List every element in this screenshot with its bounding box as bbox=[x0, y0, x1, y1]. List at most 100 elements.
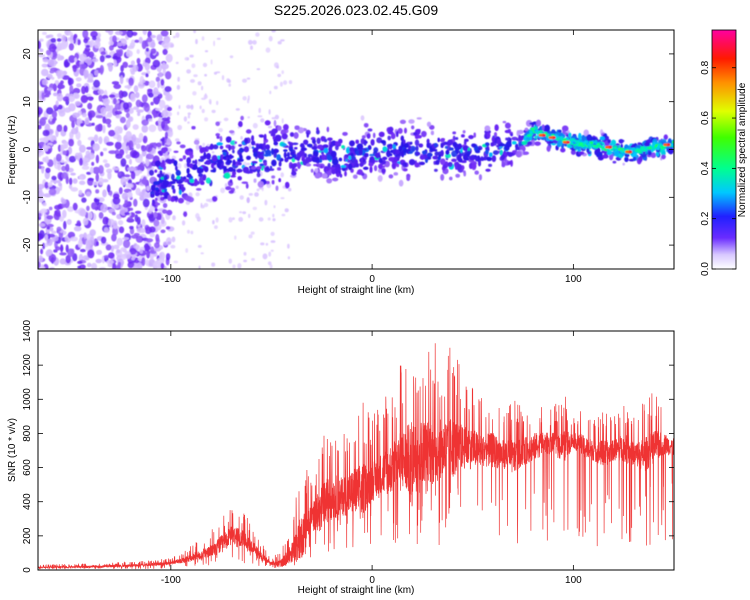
heatmap-cell bbox=[276, 154, 281, 161]
heatmap-cell bbox=[59, 258, 66, 265]
heatmap-cell bbox=[172, 188, 176, 194]
heatmap-cell bbox=[80, 95, 89, 103]
heatmap-cell bbox=[39, 161, 44, 165]
heatmap-cell bbox=[237, 263, 242, 269]
snr-y-tick-label: 1000 bbox=[22, 388, 33, 411]
heatmap-cell bbox=[250, 231, 255, 235]
heatmap-cell bbox=[186, 174, 192, 178]
heatmap-cell bbox=[452, 131, 457, 135]
heatmap-cell bbox=[264, 199, 268, 206]
heatmap-cell bbox=[246, 197, 250, 204]
heatmap-cell bbox=[57, 162, 61, 171]
heatmap-cell bbox=[644, 142, 650, 147]
heatmap-cell bbox=[331, 168, 336, 175]
heatmap-cell bbox=[534, 141, 541, 146]
heatmap-cell bbox=[116, 237, 123, 246]
heatmap-cell bbox=[235, 185, 239, 189]
heatmap-cell bbox=[494, 132, 497, 138]
heatmap-cell bbox=[504, 145, 510, 151]
heatmap-cell bbox=[63, 125, 68, 133]
heatmap-cell bbox=[281, 143, 287, 147]
heatmap-cell bbox=[56, 33, 62, 38]
heatmap-cell bbox=[408, 151, 413, 154]
heatmap-cell bbox=[332, 177, 339, 182]
heatmap-cell bbox=[85, 191, 91, 197]
heatmap-cell bbox=[87, 136, 96, 141]
heatmap-cell bbox=[265, 149, 272, 156]
heatmap-cell bbox=[54, 204, 62, 210]
heatmap-cell bbox=[99, 55, 105, 63]
heatmap-cell bbox=[364, 140, 368, 144]
spectrogram-heatmap bbox=[38, 30, 674, 269]
heatmap-cell bbox=[501, 162, 506, 168]
heatmap-cell bbox=[186, 104, 191, 109]
colorbar-tick-label: 0.8 bbox=[700, 60, 711, 74]
heatmap-cell bbox=[120, 247, 127, 252]
heatmap-cell bbox=[190, 182, 195, 186]
spectrogram-x-tick-label: -100 bbox=[161, 274, 181, 285]
heatmap-cell bbox=[401, 141, 404, 148]
heatmap-cell bbox=[283, 151, 287, 159]
heatmap-cell bbox=[44, 156, 49, 164]
heatmap-cell bbox=[491, 155, 497, 163]
heatmap-cell bbox=[200, 202, 203, 207]
heatmap-cell bbox=[56, 38, 62, 42]
heatmap-cell bbox=[445, 150, 450, 155]
heatmap-cell bbox=[380, 140, 386, 144]
heatmap-cell bbox=[143, 192, 152, 199]
heatmap-cell bbox=[160, 79, 165, 86]
heatmap-cell bbox=[93, 40, 101, 49]
heatmap-cell bbox=[56, 180, 61, 184]
heatmap-cell bbox=[330, 150, 337, 158]
heatmap-cell bbox=[376, 137, 383, 144]
heatmap-cell bbox=[243, 146, 249, 153]
heatmap-cell bbox=[47, 87, 54, 91]
heatmap-cell bbox=[153, 181, 160, 186]
heatmap-cell bbox=[189, 163, 194, 169]
heatmap-cell bbox=[165, 53, 173, 63]
heatmap-cell bbox=[112, 227, 119, 236]
heatmap-cell bbox=[157, 80, 161, 89]
heatmap-cell bbox=[85, 44, 91, 48]
heatmap-cell bbox=[115, 114, 122, 119]
heatmap-cell bbox=[149, 252, 154, 260]
heatmap-cell bbox=[538, 133, 543, 137]
heatmap-cell bbox=[186, 167, 190, 174]
heatmap-cell bbox=[650, 152, 657, 158]
heatmap-cell bbox=[175, 165, 178, 171]
heatmap-cell bbox=[408, 159, 416, 166]
heatmap-cell bbox=[38, 255, 43, 263]
heatmap-cell bbox=[38, 191, 45, 198]
heatmap-cell bbox=[212, 220, 215, 225]
heatmap-cell bbox=[91, 58, 99, 63]
heatmap-cell bbox=[106, 184, 111, 193]
heatmap-cell bbox=[293, 132, 299, 139]
heatmap-cell bbox=[395, 130, 399, 138]
heatmap-cell bbox=[49, 69, 55, 74]
heatmap-cell bbox=[135, 143, 141, 150]
heatmap-cell bbox=[195, 192, 200, 197]
spectrogram-y-tick-label: 0 bbox=[22, 146, 33, 152]
heatmap-cell bbox=[61, 144, 69, 149]
heatmap-cell bbox=[566, 130, 570, 134]
heatmap-cell bbox=[197, 81, 202, 86]
heatmap-cell bbox=[153, 261, 160, 269]
heatmap-cell bbox=[273, 151, 278, 158]
heatmap-cell bbox=[545, 138, 552, 142]
heatmap-cell bbox=[250, 45, 253, 50]
heatmap-cell bbox=[286, 156, 293, 160]
heatmap-cell bbox=[251, 258, 255, 261]
heatmap-cell bbox=[354, 163, 359, 168]
heatmap-cell bbox=[124, 85, 132, 89]
heatmap-cell bbox=[176, 180, 183, 184]
heatmap-cell bbox=[268, 35, 273, 42]
colorbar-tick-label: 0.4 bbox=[700, 161, 711, 175]
heatmap-cell bbox=[570, 149, 576, 155]
heatmap-cell bbox=[457, 143, 462, 150]
heatmap-cell bbox=[39, 137, 47, 142]
heatmap-cell bbox=[306, 132, 309, 138]
heatmap-cell bbox=[201, 156, 207, 160]
heatmap-cell bbox=[267, 125, 273, 129]
heatmap-cell bbox=[70, 172, 76, 176]
heatmap-cell bbox=[211, 151, 215, 154]
